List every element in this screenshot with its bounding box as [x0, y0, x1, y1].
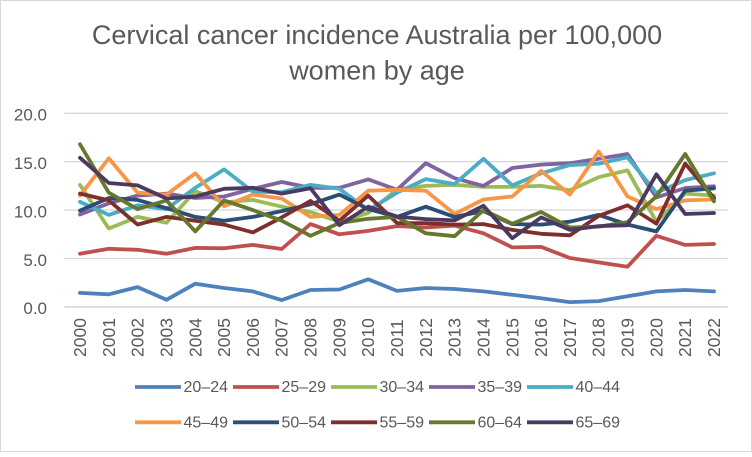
svg-text:2004: 2004: [185, 318, 205, 357]
svg-text:2002: 2002: [128, 318, 148, 357]
svg-text:35–39: 35–39: [478, 379, 523, 396]
svg-text:2000: 2000: [70, 318, 90, 357]
svg-text:2015: 2015: [502, 318, 522, 357]
svg-text:2005: 2005: [214, 318, 234, 357]
svg-text:0.0: 0.0: [23, 299, 47, 318]
svg-text:2021: 2021: [675, 318, 695, 357]
svg-text:65–69: 65–69: [576, 414, 621, 431]
svg-text:2010: 2010: [358, 318, 378, 357]
svg-text:60–64: 60–64: [478, 414, 523, 431]
svg-text:2013: 2013: [445, 318, 465, 357]
svg-text:2007: 2007: [272, 318, 292, 357]
svg-text:2008: 2008: [301, 318, 321, 357]
svg-text:20–24: 20–24: [184, 379, 229, 396]
svg-text:Cervical cancer incidence Aust: Cervical cancer incidence Australia per …: [92, 20, 662, 50]
svg-text:2001: 2001: [99, 318, 119, 357]
svg-text:2014: 2014: [474, 318, 494, 357]
svg-text:5.0: 5.0: [23, 251, 47, 270]
svg-text:2012: 2012: [416, 318, 436, 357]
svg-text:2016: 2016: [531, 318, 551, 357]
svg-text:10.0: 10.0: [14, 202, 47, 221]
svg-text:2011: 2011: [387, 319, 407, 357]
svg-text:2006: 2006: [243, 318, 263, 357]
svg-text:20.0: 20.0: [14, 106, 47, 125]
svg-text:2017: 2017: [560, 318, 580, 357]
svg-text:40–44: 40–44: [576, 379, 621, 396]
svg-text:2009: 2009: [329, 318, 349, 357]
svg-text:15.0: 15.0: [14, 154, 47, 173]
svg-text:55–59: 55–59: [380, 414, 425, 431]
svg-text:2003: 2003: [157, 318, 177, 357]
svg-text:25–29: 25–29: [282, 379, 327, 396]
svg-text:2019: 2019: [618, 318, 638, 357]
svg-text:2022: 2022: [704, 318, 724, 357]
svg-text:50–54: 50–54: [282, 414, 327, 431]
svg-text:45–49: 45–49: [184, 414, 229, 431]
svg-text:30–34: 30–34: [380, 379, 425, 396]
svg-text:women by age: women by age: [288, 56, 465, 86]
svg-text:2020: 2020: [646, 318, 666, 357]
svg-text:2018: 2018: [589, 318, 609, 357]
